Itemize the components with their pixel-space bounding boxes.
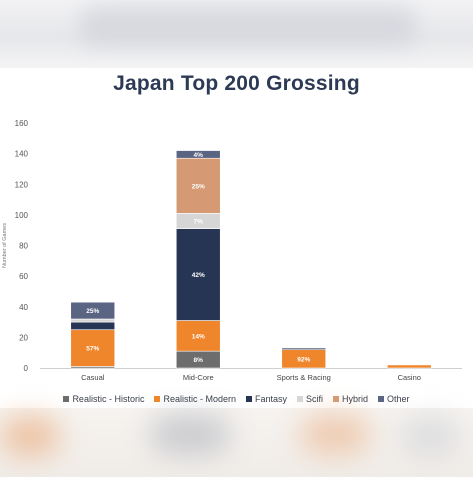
legend-item: Hybrid	[333, 394, 368, 404]
bar-segment	[175, 150, 221, 159]
legend-swatch	[297, 396, 303, 402]
chart-legend: Realistic - Historic Realistic - Modern Fa…	[0, 394, 473, 404]
bar-segment	[70, 321, 116, 331]
bar-data-label: 92%	[297, 356, 310, 363]
legend-label: Realistic - Modern	[163, 394, 236, 404]
blurred-footer-shape	[300, 414, 370, 454]
y-tick-label: 60	[19, 272, 28, 281]
blurred-header-background	[0, 0, 473, 68]
x-tick-label: Casino	[398, 373, 421, 382]
legend-item: Scifi	[297, 394, 323, 404]
blurred-footer-shape	[150, 414, 230, 454]
bar-segment	[281, 347, 327, 350]
legend-swatch	[63, 396, 70, 402]
y-tick-label: 160	[15, 119, 29, 128]
x-tick-label: Casual	[81, 373, 105, 382]
bar-data-label: 4%	[194, 152, 204, 159]
chart-title: Japan Top 200 Grossing	[113, 72, 360, 95]
bar-segment	[70, 329, 116, 367]
y-tick-label: 100	[15, 211, 29, 220]
legend-label: Scifi	[306, 394, 324, 404]
legend-swatch	[245, 396, 252, 402]
y-tick-label: 40	[19, 303, 28, 312]
blurred-header-shape	[78, 6, 418, 46]
legend-label: Other	[387, 394, 410, 404]
blurred-footer-shape	[400, 416, 460, 456]
y-tick-label: 0	[24, 364, 29, 373]
bar-data-label: 25%	[86, 308, 99, 315]
x-tick-label: Sports & Racing	[277, 373, 331, 382]
blurred-footer-background	[0, 408, 473, 477]
legend-swatch	[154, 396, 161, 402]
bar-segment	[175, 228, 221, 321]
bar-data-label: 57%	[86, 346, 99, 353]
legend-label: Hybrid	[342, 394, 369, 404]
blurred-footer-shape	[0, 416, 60, 456]
bar-data-label: 25%	[192, 183, 205, 190]
legend-item: Realistic - Historic	[63, 394, 144, 404]
legend-item: Other	[378, 394, 410, 404]
y-axis-label: Number of Games	[2, 223, 8, 268]
bar-segment	[70, 301, 116, 320]
legend-label: Realistic - Historic	[72, 394, 145, 404]
y-tick-label: 120	[15, 180, 29, 189]
bar-segment	[386, 364, 432, 369]
y-tick-label: 20	[19, 333, 28, 342]
bar-data-label: 42%	[192, 272, 205, 279]
bar-segment	[175, 157, 221, 214]
y-tick-label: 140	[15, 150, 29, 159]
legend-item: Realistic - Modern	[154, 394, 236, 404]
x-tick-label: Mid-Core	[183, 373, 214, 382]
legend-swatch	[378, 396, 385, 402]
legend-label: Fantasy	[254, 394, 287, 404]
legend-swatch	[333, 396, 340, 402]
y-tick-label: 80	[19, 242, 28, 251]
legend-item: Fantasy	[245, 394, 287, 404]
bar-data-label: 14%	[192, 333, 205, 340]
bar-segment	[70, 318, 116, 323]
bar-data-label: 8%	[194, 357, 204, 364]
bar-segment	[175, 320, 221, 352]
bar-data-label: 7%	[194, 219, 204, 226]
